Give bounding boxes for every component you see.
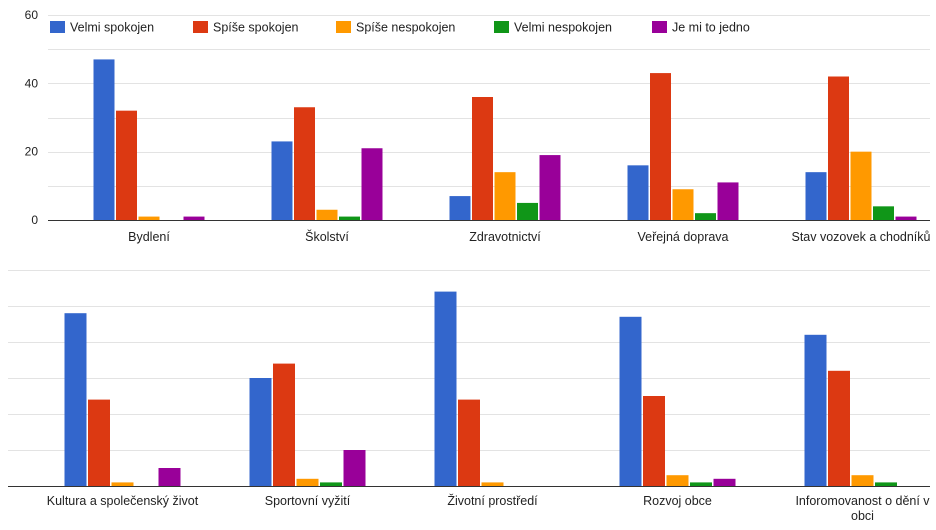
bar bbox=[494, 172, 516, 220]
bar bbox=[895, 216, 917, 220]
category-label-line: obci bbox=[851, 509, 874, 523]
bar bbox=[273, 363, 295, 486]
bar bbox=[643, 396, 665, 486]
bar bbox=[183, 216, 205, 220]
legend-swatch bbox=[336, 21, 351, 33]
category-label: Školství bbox=[305, 229, 349, 244]
bar bbox=[695, 213, 716, 220]
legend-label: Spíše nespokojen bbox=[356, 21, 455, 35]
bar bbox=[458, 399, 480, 486]
legend-label: Spíše spokojen bbox=[213, 21, 299, 35]
bar bbox=[828, 76, 849, 220]
category-label-line: Životní prostředí bbox=[447, 493, 538, 508]
category-label: Stav vozovek a chodníků bbox=[792, 230, 931, 244]
bar bbox=[828, 370, 850, 486]
bar bbox=[619, 316, 642, 486]
bar bbox=[650, 73, 671, 220]
bar bbox=[850, 151, 872, 220]
y-tick-label: 40 bbox=[25, 76, 39, 90]
bar bbox=[517, 202, 538, 220]
y-tick-label: 0 bbox=[31, 213, 38, 227]
bar bbox=[804, 334, 827, 486]
bar bbox=[539, 155, 561, 220]
bar bbox=[361, 148, 383, 220]
bar bbox=[158, 468, 181, 486]
y-tick-label: 20 bbox=[25, 145, 39, 159]
legend-swatch bbox=[193, 21, 208, 33]
category-label-line: Inforomovanost o dění v bbox=[795, 494, 930, 508]
category-label-line: Stav vozovek a chodníků bbox=[792, 230, 931, 244]
y-tick-label: 60 bbox=[25, 8, 39, 22]
bar bbox=[481, 482, 504, 486]
bar bbox=[434, 291, 457, 486]
bar bbox=[316, 209, 338, 220]
legend-swatch bbox=[50, 21, 65, 33]
category-label: Veřejná doprava bbox=[637, 230, 728, 244]
bar bbox=[111, 482, 134, 486]
legend-swatch bbox=[494, 21, 509, 33]
legend-label: Je mi to jedno bbox=[672, 21, 750, 35]
category-label-line: Rozvoj obce bbox=[643, 494, 712, 508]
bar bbox=[320, 482, 342, 486]
category-label: Zdravotnictví bbox=[469, 230, 541, 244]
bar bbox=[851, 475, 874, 486]
bar bbox=[672, 189, 694, 220]
bar bbox=[690, 482, 712, 486]
bar bbox=[343, 450, 366, 486]
category-label-line: Kultura a společenský život bbox=[47, 494, 199, 508]
bar bbox=[93, 59, 115, 220]
category-label-line: Bydlení bbox=[128, 230, 170, 244]
bar bbox=[296, 478, 319, 486]
chart-panel-2: Kultura a společenský život Sportovní vyž… bbox=[8, 270, 930, 523]
bar bbox=[666, 475, 689, 486]
bar bbox=[449, 196, 471, 220]
category-label: Inforomovanost o dění v obci bbox=[795, 494, 930, 523]
category-label: Sportovní vyžití bbox=[265, 494, 351, 508]
category-label: Bydlení bbox=[128, 230, 170, 244]
bar bbox=[805, 172, 827, 220]
bar bbox=[294, 107, 315, 220]
legend: Velmi spokojen Spíše spokojen Spíše nespok… bbox=[50, 21, 750, 35]
category-label-line: Zdravotnictví bbox=[469, 230, 541, 244]
legend-label: Velmi spokojen bbox=[70, 21, 154, 35]
bar bbox=[271, 141, 293, 220]
bar bbox=[627, 165, 649, 220]
bar bbox=[472, 97, 493, 220]
bar bbox=[717, 182, 739, 220]
category-label-line: Sportovní vyžití bbox=[265, 494, 351, 508]
bar bbox=[116, 110, 137, 220]
category-label: Kultura a společenský život bbox=[47, 494, 199, 508]
bar bbox=[873, 206, 894, 220]
legend-label: Velmi nespokojen bbox=[514, 21, 612, 35]
bar bbox=[713, 478, 736, 486]
category-label-line: Školství bbox=[305, 229, 349, 244]
bar bbox=[875, 482, 897, 486]
category-label-line: Veřejná doprava bbox=[637, 230, 728, 244]
category-label: Rozvoj obce bbox=[643, 494, 712, 508]
bar bbox=[88, 399, 110, 486]
category-label: Životní prostředí bbox=[447, 493, 538, 508]
bar bbox=[64, 313, 87, 486]
chart-panel-1: 0 20 40 60 Bydlení Školství Zdravotnictví Veřej… bbox=[25, 8, 931, 244]
bar bbox=[339, 216, 360, 220]
bar bbox=[138, 216, 160, 220]
bar bbox=[249, 378, 272, 486]
legend-swatch bbox=[652, 21, 667, 33]
